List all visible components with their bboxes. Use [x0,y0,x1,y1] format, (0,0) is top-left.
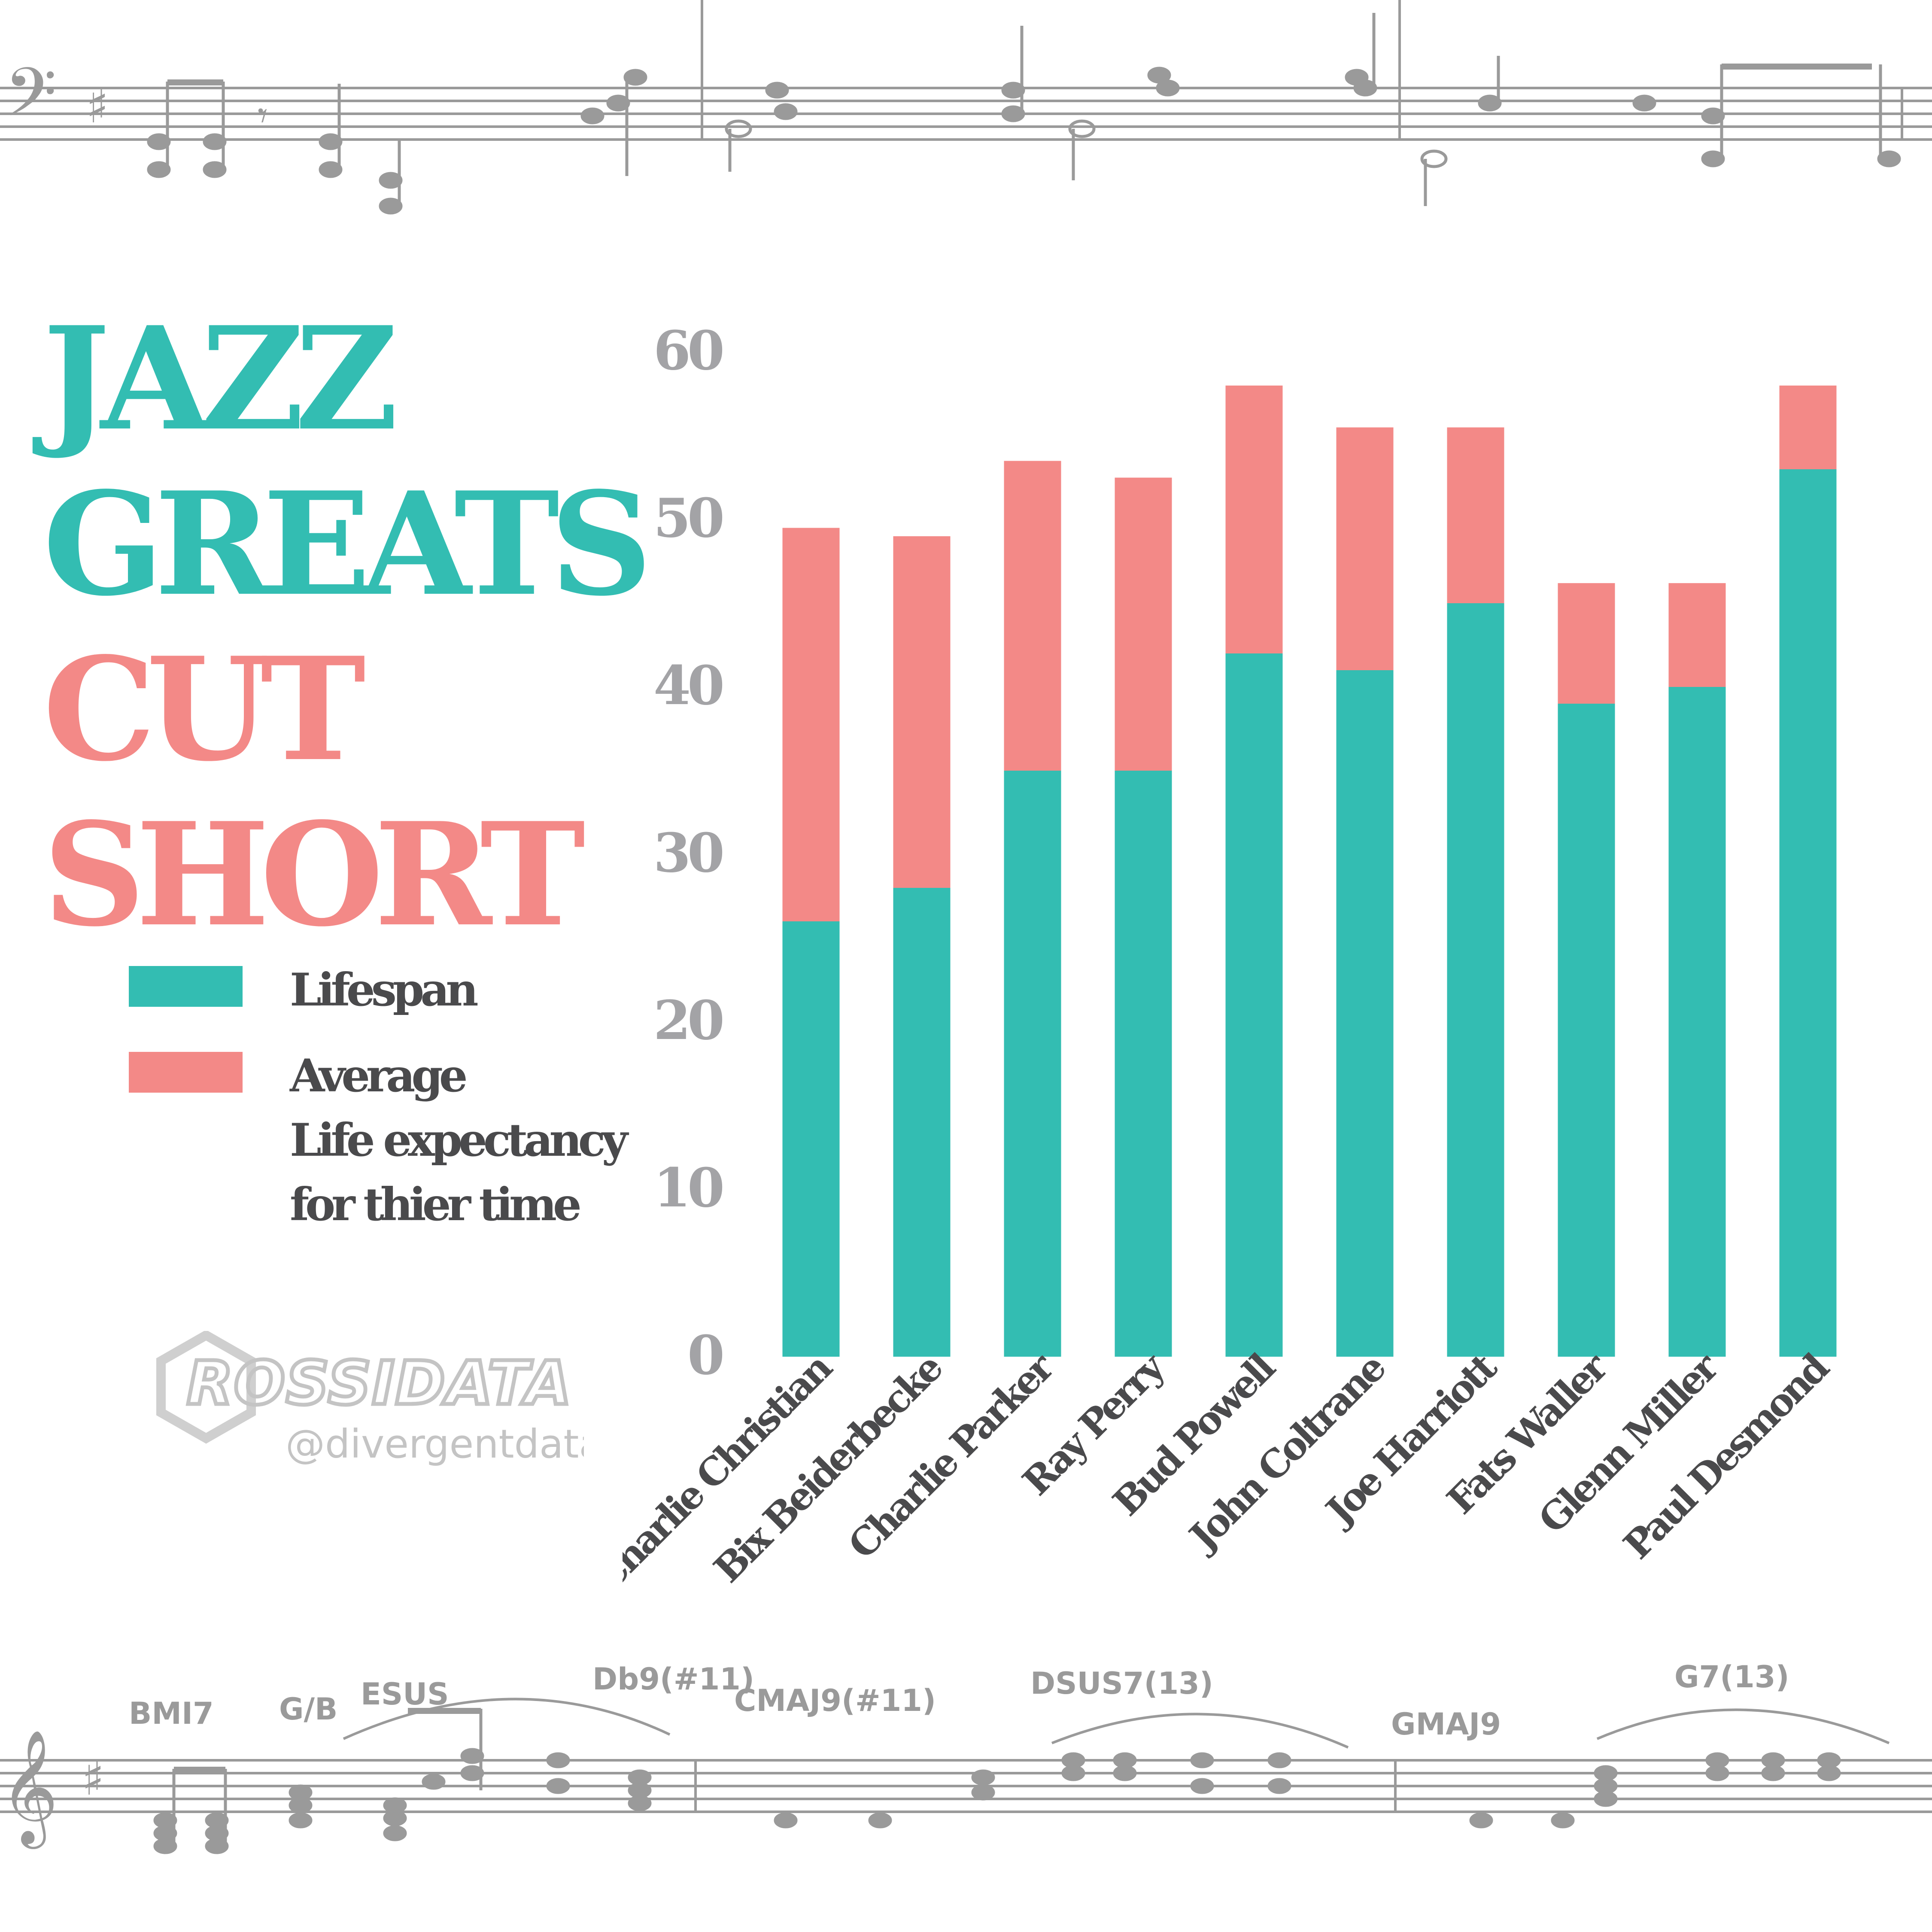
svg-text:♯: ♯ [86,79,109,134]
bar-lifespan [1779,469,1837,1357]
legend-label-expectancy-line3: for thier time [290,1178,582,1231]
chord-8: G7(13) [1674,1659,1789,1695]
chart-legend: Lifespan Average Life expectancy for thi… [129,957,665,1258]
bar-lifespan [1225,653,1283,1357]
bar-lifespan [1004,771,1061,1357]
hexagon-icon [156,1331,256,1444]
chord-4: Db9(#11) [592,1662,754,1697]
chord-2: G/B [279,1692,337,1727]
chart-title: JAZZ GREATS CUT SHORT [43,296,665,957]
legend-swatch-expectancy [129,1052,243,1093]
bar-lifespan [1115,771,1172,1357]
bar-expectancy [1115,477,1172,771]
svg-text:𝄢: 𝄢 [4,53,57,148]
bar-expectancy [1004,461,1061,771]
y-axis: 0 10 20 30 40 50 60 [653,319,726,1387]
bar-lifespan [1558,704,1615,1357]
y-tick-label: 60 [653,319,723,382]
bar-expectancy [1558,583,1615,704]
x-tick-label: Paul Desmond [1615,1345,1838,1567]
chord-5: CMAJ9(#11) [734,1683,936,1718]
svg-text:𝄾: 𝄾 [258,93,268,138]
legend-label-lifespan: Lifespan [290,963,479,1016]
title-line-1: JAZZ [43,295,398,462]
bar-expectancy [1447,427,1504,603]
y-tick-label: 30 [653,822,723,884]
bar-expectancy [1336,427,1394,670]
legend-swatch-lifespan [129,966,243,1007]
bar-lifespan [782,921,840,1357]
watermark-handle: @divergentdata [286,1421,584,1467]
bar-expectancy [1668,583,1726,687]
title-line-3: CUT [43,626,366,793]
bar-lifespan [1668,687,1726,1357]
bars [782,386,1837,1357]
bar-expectancy [1225,386,1283,653]
bar-expectancy [1779,386,1837,469]
watermark-logo: ROSSIDATA @divergentdata [156,1331,584,1467]
legend-item-expectancy: Average Life expectancy for thier time [129,1043,665,1236]
svg-text:𝄞: 𝄞 [0,1729,58,1849]
y-tick-label: 40 [653,654,723,717]
chord-7: GMAJ9 [1391,1707,1501,1742]
bar-lifespan [893,888,951,1357]
chord-1: BMI7 [129,1696,214,1731]
bar-expectancy [893,536,951,888]
bar-expectancy [782,528,840,921]
title-line-2: GREATS [43,461,652,627]
y-tick-label: 50 [653,487,723,550]
legend-label-expectancy-line1: Average [290,1049,468,1102]
sheet-music-top: 𝄢 ♯ 𝄾 [0,0,1932,215]
chord-3: ESUS [361,1677,449,1712]
x-tick-label: John Coltrane [1179,1346,1394,1561]
sheet-music-bottom: BMI7 G/B ESUS Db9(#11) CMAJ9(#11) DSUS7(… [0,1659,1932,1854]
watermark-brand: ROSSIDATA [187,1349,572,1419]
y-tick-label: 10 [653,1157,723,1219]
y-tick-label: 0 [687,1324,723,1387]
bar-lifespan [1447,603,1504,1357]
bar-lifespan [1336,670,1394,1357]
x-tick-label: Charlie Parker [839,1344,1063,1567]
title-line-4: SHORT [43,791,586,958]
legend-label-expectancy-line2: Life expectancy [290,1113,628,1166]
y-tick-label: 20 [653,989,723,1052]
chord-6: DSUS7(13) [1030,1666,1213,1701]
legend-item-lifespan: Lifespan [129,957,665,1022]
svg-text:♯: ♯ [82,1751,104,1806]
